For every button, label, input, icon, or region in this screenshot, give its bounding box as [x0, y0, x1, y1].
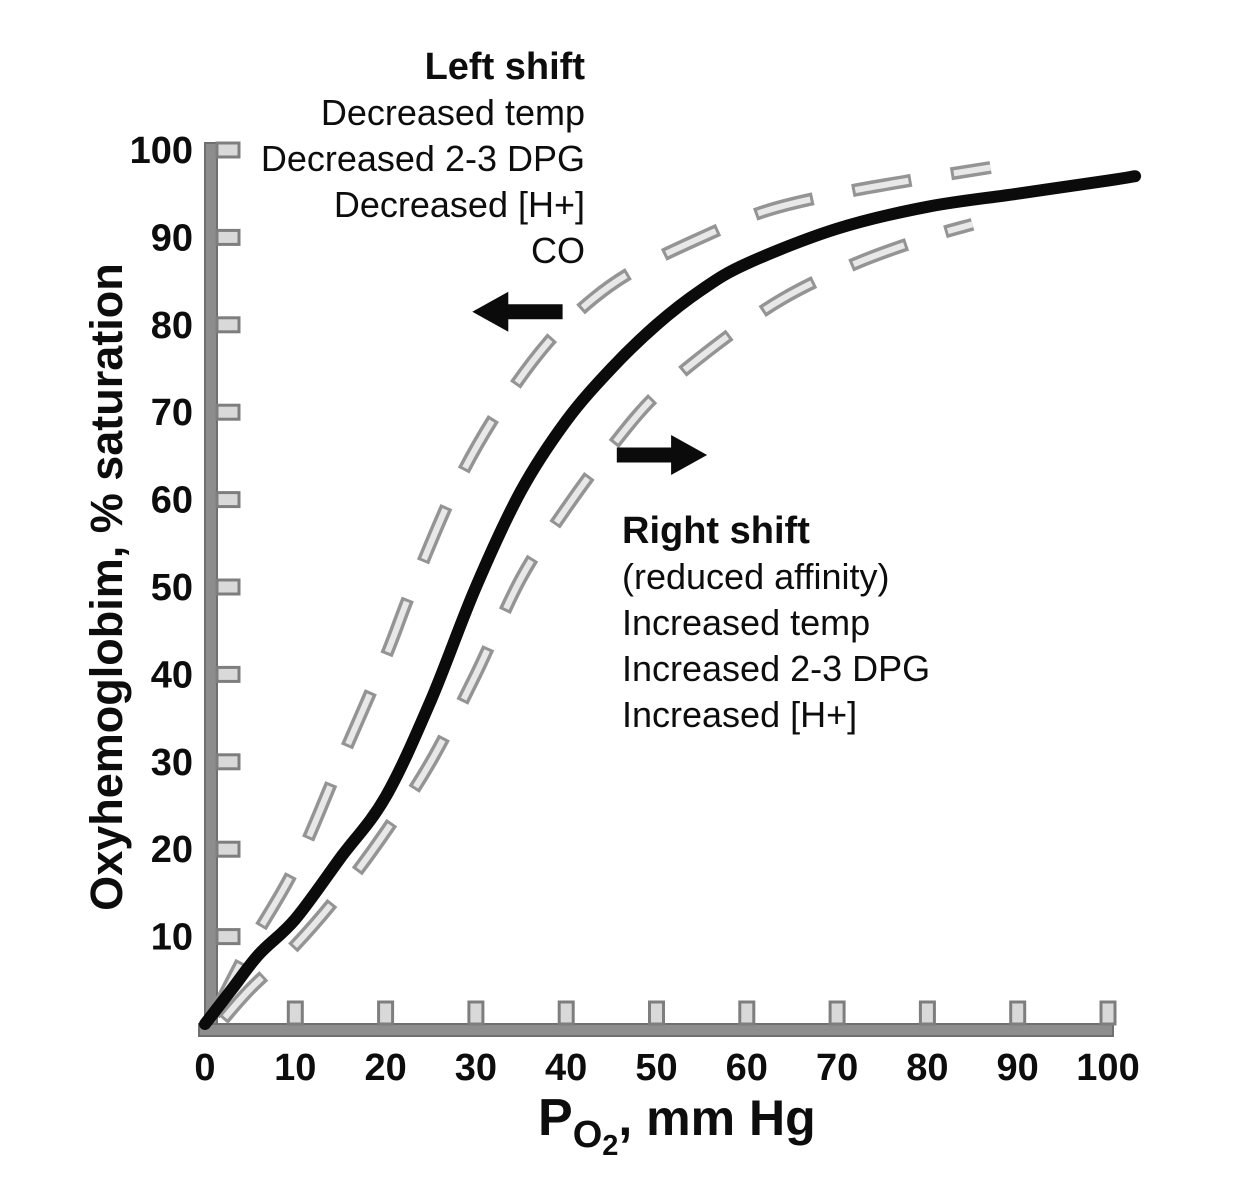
x-tick — [377, 1000, 395, 1026]
y-tick-label: 20 — [151, 829, 193, 871]
x-tick — [918, 1000, 936, 1026]
y-tick — [215, 665, 241, 683]
right-shifted-curve-core — [220, 221, 974, 1022]
x-tick-label: 30 — [455, 1047, 497, 1089]
y-tick-label: 90 — [151, 217, 193, 259]
y-tick-label: 30 — [151, 742, 193, 784]
y-tick — [215, 491, 241, 509]
x-tick-label: 90 — [997, 1047, 1039, 1089]
y-tick — [215, 316, 241, 334]
x-tick-label: 60 — [726, 1047, 768, 1089]
x-tick — [738, 1000, 756, 1026]
right-shift-title: Right shift — [622, 510, 810, 552]
x-tick-label: 10 — [274, 1047, 316, 1089]
left-shift-arrow — [472, 291, 563, 332]
y-axis-line — [204, 142, 218, 1037]
x-axis-line — [198, 1023, 1114, 1037]
x-axis-label: PO2, mm Hg — [538, 1088, 816, 1162]
right-shift-line: Increased temp — [622, 602, 871, 643]
x-tick-label: 80 — [906, 1047, 948, 1089]
x-axis-label-subsubscript: 2 — [602, 1130, 619, 1162]
normal-curve — [199, 170, 1142, 1030]
x-tick-label: 70 — [816, 1047, 858, 1089]
y-tick — [215, 753, 241, 771]
y-tick — [215, 578, 241, 596]
y-tick-label: 40 — [151, 654, 193, 696]
x-tick-label: 100 — [1076, 1047, 1139, 1089]
x-tick-label: 50 — [635, 1047, 677, 1089]
y-tick-label: 10 — [151, 917, 193, 959]
left-shifted-curve-core — [211, 164, 992, 1017]
right-shift-arrow — [616, 435, 708, 475]
x-tick — [286, 1000, 304, 1026]
left-shift-line: Decreased 2-3 DPG — [260, 138, 585, 179]
left-shift-line: Decreased temp — [320, 92, 585, 133]
x-tick-label: 40 — [545, 1047, 587, 1089]
y-tick — [215, 141, 241, 159]
x-tick — [557, 1000, 575, 1026]
x-tick — [1009, 1000, 1027, 1026]
x-tick — [828, 1000, 846, 1026]
x-tick-label: 20 — [364, 1047, 406, 1089]
y-tick — [215, 928, 241, 946]
x-tick — [648, 1000, 665, 1026]
y-tick-label: 60 — [151, 480, 193, 522]
left-shift-annotation: Left shift Decreased temp Decreased 2-3 … — [200, 44, 585, 274]
y-tick — [215, 228, 241, 246]
y-tick-label: 50 — [151, 567, 193, 609]
left-shift-title: Left shift — [424, 46, 585, 88]
right-shift-annotation: Right shift (reduced affinity) Increased… — [622, 508, 1042, 738]
y-tick-label: 100 — [130, 130, 193, 172]
y-tick — [215, 403, 241, 421]
y-tick-label: 80 — [151, 305, 193, 347]
x-axis-label-units: , mm Hg — [618, 1090, 816, 1146]
left-shift-line: Decreased [H+] — [333, 184, 585, 225]
x-tick — [1099, 1000, 1117, 1026]
right-shift-line: Increased 2-3 DPG — [622, 648, 931, 689]
right-shift-line: Increased [H+] — [622, 694, 858, 735]
y-tick — [215, 840, 241, 858]
x-axis-label-symbol: P — [538, 1089, 573, 1147]
x-axis-label-subscript: O — [572, 1114, 603, 1156]
right-shift-line: (reduced affinity) — [622, 556, 890, 597]
left-shift-line: CO — [531, 230, 585, 271]
y-axis-label: Oxyhemoglobim, % saturation — [81, 263, 132, 911]
x-tick-label: 0 — [194, 1047, 215, 1089]
y-tick-label: 70 — [151, 392, 193, 434]
x-tick — [467, 1000, 485, 1026]
